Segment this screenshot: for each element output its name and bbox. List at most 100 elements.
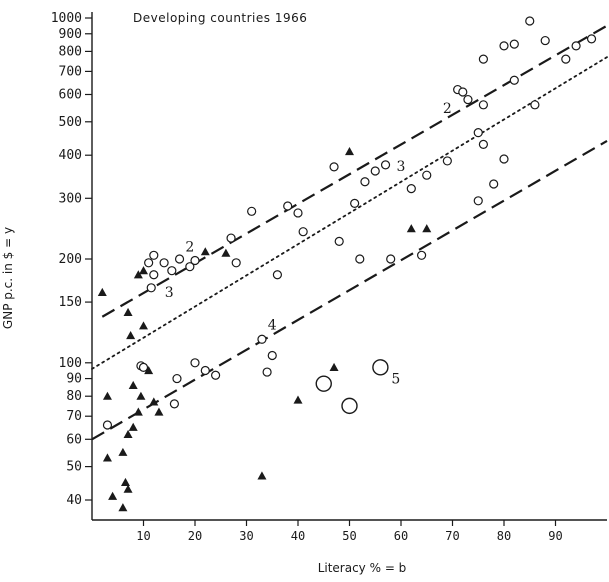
- x-axis-title: Literacy % = b: [318, 561, 407, 575]
- y-tick-label: 800: [59, 44, 82, 59]
- y-axis-title: GNP p.c. in $ = y: [1, 227, 15, 329]
- y-tick-label: 90: [66, 372, 82, 387]
- data-point-circle: [370, 166, 380, 176]
- data-point-triangle: [139, 266, 148, 275]
- data-point-triangle: [108, 491, 118, 500]
- data-point-circle: [334, 236, 344, 246]
- data-point-circle: [463, 94, 473, 105]
- x-tick-label: 60: [394, 529, 408, 543]
- data-point-circle: [473, 128, 483, 138]
- data-point-triangle: [128, 380, 138, 389]
- data-point-circle: [499, 41, 509, 51]
- x-tick-label: 10: [136, 529, 150, 543]
- data-point-circle: [102, 420, 113, 430]
- data-point-triangle: [126, 330, 136, 340]
- data-point-triangle: [133, 407, 143, 416]
- data-point-triangle: [120, 477, 130, 486]
- data-point-triangle: [97, 287, 107, 297]
- y-tick-label: 600: [59, 87, 82, 102]
- data-point-triangle: [136, 391, 146, 400]
- data-point-large-circle: [315, 375, 332, 392]
- data-point-large-circle: [372, 359, 389, 376]
- data-point-circle: [262, 367, 272, 377]
- data-point-circle: [586, 34, 597, 44]
- data-point-circle: [298, 227, 308, 237]
- data-point-triangle: [123, 307, 133, 317]
- data-point-circle: [489, 179, 499, 189]
- data-point-triangle: [128, 422, 138, 431]
- data-point-circle: [190, 358, 200, 368]
- data-point-triangle: [133, 270, 143, 279]
- data-point-circle: [360, 177, 370, 187]
- y-tick-label: 200: [59, 252, 82, 267]
- data-point-triangle: [329, 362, 339, 371]
- data-point-circle: [355, 254, 365, 264]
- data-point-circle: [525, 16, 535, 26]
- data-point-circle: [226, 233, 236, 243]
- data-point-triangle: [123, 484, 133, 493]
- line-label-3: 3: [165, 285, 174, 301]
- data-point-circle: [247, 206, 257, 216]
- data-point-triangle: [200, 247, 210, 256]
- x-tick-label: 80: [497, 529, 511, 543]
- x-tick-label: 50: [342, 529, 356, 543]
- data-point-circle: [272, 270, 282, 280]
- y-tick-label: 150: [59, 295, 82, 310]
- y-tick-label: 60: [66, 432, 82, 447]
- data-point-circle: [211, 370, 221, 380]
- y-tick-label: 500: [59, 115, 82, 130]
- line-label-3: 3: [397, 159, 406, 175]
- y-tick-label: 100: [59, 356, 82, 371]
- data-point-triangle: [123, 429, 133, 438]
- x-tick-label: 30: [239, 529, 253, 543]
- data-point-circle: [267, 350, 277, 361]
- data-point-triangle: [102, 391, 112, 400]
- data-point-triangle: [221, 248, 231, 257]
- data-point-circle: [185, 262, 195, 272]
- data-point-circle: [458, 87, 468, 97]
- line-label-2: 2: [185, 240, 194, 256]
- data-point-triangle: [293, 395, 303, 404]
- x-tick-label: 20: [188, 529, 202, 543]
- data-point-circle: [509, 39, 519, 49]
- data-point-circle: [478, 139, 488, 149]
- y-tick-label: 400: [59, 148, 82, 163]
- data-point-circle: [190, 255, 200, 266]
- data-point-circle: [169, 399, 179, 409]
- regression-line-4: [91, 139, 608, 441]
- line-label-2: 2: [443, 101, 452, 117]
- data-point-circle: [561, 54, 571, 64]
- data-point-circle: [499, 154, 509, 164]
- data-point-circle: [478, 100, 488, 110]
- data-point-circle: [386, 254, 396, 264]
- data-point-circle: [442, 156, 452, 166]
- x-tick-label: 90: [548, 529, 562, 543]
- data-point-circle: [571, 41, 581, 51]
- data-point-triangle: [118, 447, 128, 456]
- data-point-circle: [329, 162, 339, 172]
- data-point-circle: [149, 270, 159, 280]
- data-point-circle: [138, 362, 149, 372]
- data-point-triangle: [154, 407, 164, 416]
- data-point-circle: [144, 258, 154, 268]
- y-tick-label: 50: [66, 460, 82, 475]
- data-point-circle: [509, 75, 519, 85]
- data-point-circle: [417, 250, 427, 260]
- x-tick-label: 70: [445, 529, 459, 543]
- data-point-circle: [200, 365, 210, 376]
- data-point-triangle: [345, 147, 354, 156]
- y-tick-label: 1000: [51, 11, 82, 26]
- regression-line-3: [91, 56, 608, 370]
- data-point-circle: [293, 208, 303, 218]
- y-tick-label: 700: [59, 64, 82, 79]
- data-point-triangle: [149, 397, 159, 406]
- data-point-circle: [478, 54, 488, 64]
- data-point-triangle: [257, 471, 267, 480]
- data-point-large-circle: [341, 397, 358, 415]
- data-point-circle: [350, 198, 360, 208]
- data-point-circle: [231, 258, 241, 268]
- data-point-triangle: [144, 365, 154, 375]
- y-tick-label: 300: [59, 191, 82, 206]
- data-point-triangle: [102, 453, 112, 462]
